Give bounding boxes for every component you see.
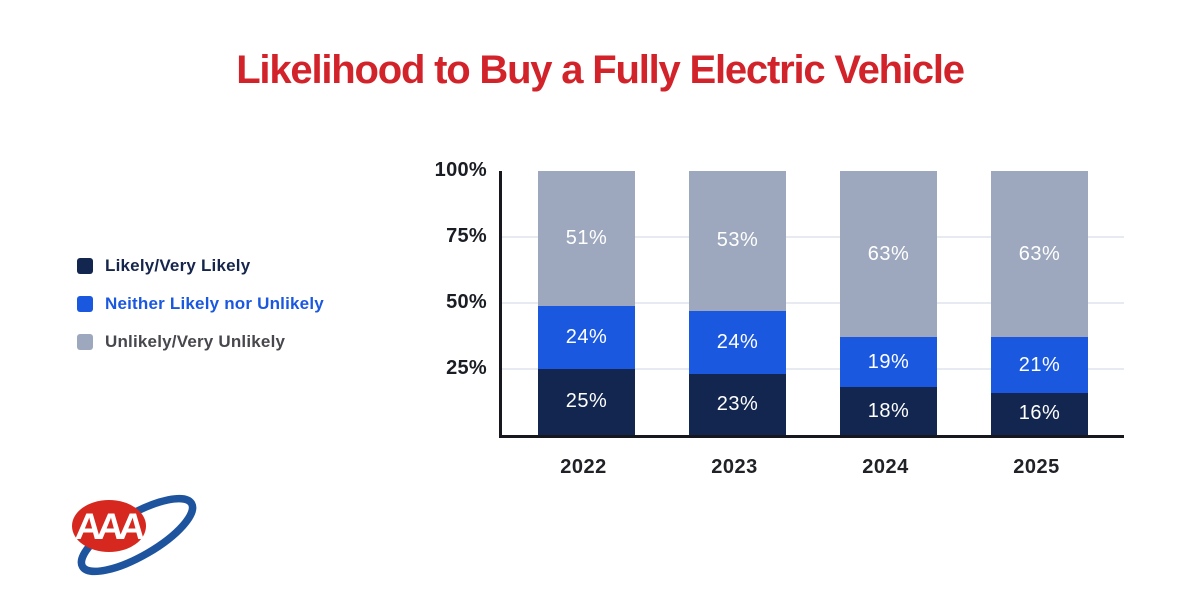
bar-segment: 16% bbox=[991, 392, 1088, 435]
y-axis-label: 75% bbox=[446, 225, 487, 248]
bar-2023: 53% 24% 23% bbox=[689, 171, 786, 435]
bar-segment: 25% bbox=[538, 368, 635, 435]
legend-label: Unlikely/Very Unlikely bbox=[105, 332, 286, 351]
bar-value-label: 18% bbox=[867, 399, 910, 422]
bar-value-label: 16% bbox=[1018, 402, 1061, 425]
gridline-25 bbox=[502, 368, 1124, 370]
bar-value-label: 53% bbox=[716, 229, 759, 252]
legend-item-unlikely: Unlikely/Very Unlikely bbox=[77, 332, 324, 352]
gridline-50 bbox=[502, 302, 1124, 304]
legend-swatch-likely bbox=[77, 258, 93, 274]
chart-title: Likelihood to Buy a Fully Electric Vehic… bbox=[236, 48, 965, 92]
legend-item-neither: Neither Likely nor Unlikely bbox=[77, 294, 324, 314]
legend-label: Likely/Very Likely bbox=[105, 256, 251, 275]
bar-segment: 53% bbox=[689, 171, 786, 311]
x-axis-label: 2023 bbox=[711, 456, 758, 478]
y-axis-label: 100% bbox=[434, 159, 487, 182]
aaa-logo: AAA bbox=[72, 494, 197, 576]
bar-segment: 63% bbox=[991, 171, 1088, 338]
y-axis-labels: 100% 75% 50% 25% bbox=[365, 159, 487, 435]
bar-value-label: 23% bbox=[716, 393, 759, 416]
y-axis-label: 25% bbox=[446, 357, 487, 380]
bar-value-label: 19% bbox=[867, 350, 910, 373]
logo-text: AAA bbox=[74, 505, 146, 547]
bar-value-label: 51% bbox=[565, 226, 608, 249]
bar-2024: 63% 19% 18% bbox=[840, 171, 937, 435]
bar-segment: 51% bbox=[538, 171, 635, 306]
gridline-75 bbox=[502, 236, 1124, 238]
bar-value-label: 21% bbox=[1018, 353, 1061, 376]
bar-value-label: 24% bbox=[716, 331, 759, 354]
legend-swatch-unlikely bbox=[77, 334, 93, 350]
bar-2022: 51% 24% 25% bbox=[538, 171, 635, 435]
bar-segment: 18% bbox=[840, 387, 937, 435]
bar-value-label: 63% bbox=[867, 242, 910, 265]
plot-area: 51% 24% 25% 53% 24% 23% 63% 19% 18% 63% 21% 16% bbox=[499, 171, 1124, 438]
x-axis-label: 2025 bbox=[1013, 456, 1060, 478]
legend-label: Neither Likely nor Unlikely bbox=[105, 294, 324, 313]
bar-value-label: 24% bbox=[565, 325, 608, 348]
legend: Likely/Very Likely Neither Likely nor Un… bbox=[77, 256, 324, 370]
bar-segment: 19% bbox=[840, 337, 937, 388]
bar-2025: 63% 21% 16% bbox=[991, 171, 1088, 435]
bar-segment: 24% bbox=[538, 305, 635, 369]
bar-segment: 21% bbox=[991, 337, 1088, 393]
legend-swatch-neither bbox=[77, 296, 93, 312]
legend-item-likely: Likely/Very Likely bbox=[77, 256, 324, 276]
x-axis-label: 2022 bbox=[560, 456, 607, 478]
bar-segment: 23% bbox=[689, 374, 786, 435]
x-axis-labels: 2022 2023 2024 2025 bbox=[499, 456, 1124, 482]
bar-value-label: 25% bbox=[565, 390, 608, 413]
bar-segment: 63% bbox=[840, 171, 937, 338]
bar-value-label: 63% bbox=[1018, 242, 1061, 265]
x-axis-label: 2024 bbox=[862, 456, 909, 478]
bar-segment: 24% bbox=[689, 310, 786, 375]
logo-oval bbox=[72, 500, 146, 552]
y-axis-label: 50% bbox=[446, 291, 487, 314]
